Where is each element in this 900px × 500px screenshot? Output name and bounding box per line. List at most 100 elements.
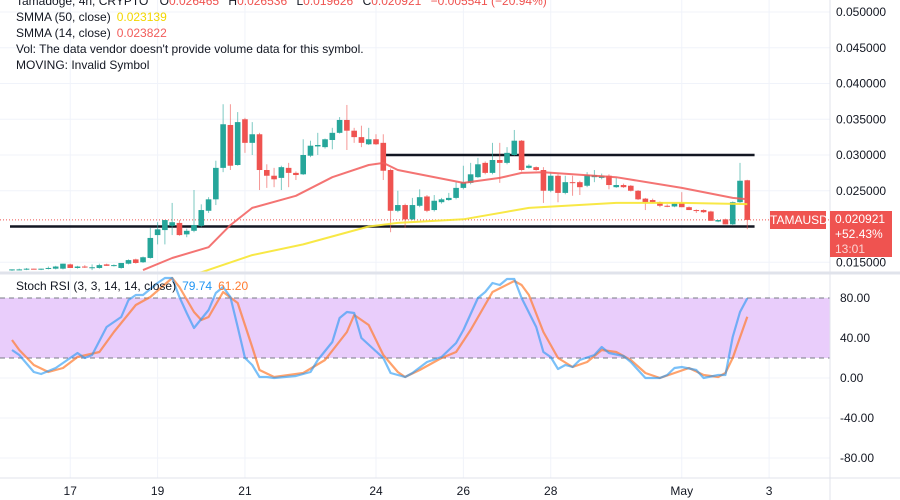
candle-body <box>82 266 88 268</box>
candle-body <box>715 220 721 222</box>
candle-body <box>74 266 81 268</box>
candle <box>191 190 197 233</box>
candle-body <box>264 170 270 176</box>
candle-body <box>220 124 226 168</box>
candle-body <box>9 269 15 271</box>
smma50-label: SMMA (50, close) <box>16 10 111 24</box>
candle-body <box>373 139 379 145</box>
legend-moving[interactable]: MOVING: Invalid Symbol <box>16 57 149 73</box>
candle-body <box>547 175 554 191</box>
candle <box>678 192 685 208</box>
symbol-price-tag: TAMAUSD <box>770 211 828 229</box>
candle <box>351 127 357 143</box>
candle-body <box>628 185 634 191</box>
candle-body <box>496 160 503 163</box>
candle-body <box>38 268 44 270</box>
legend-stoch-rsi[interactable]: Stoch RSI (3, 3, 14, 14, close) 79.74 61.2… <box>16 278 248 294</box>
stoch-d-value: 61.20 <box>218 279 249 293</box>
candle <box>169 202 175 236</box>
candle-body <box>489 160 496 173</box>
stoch-rsi-band <box>0 298 830 358</box>
ohlc-close-label: C <box>362 0 372 8</box>
candle <box>314 132 321 155</box>
candle-body <box>140 257 146 263</box>
candle <box>125 259 132 265</box>
stoch-k-value: 79.74 <box>182 279 213 293</box>
candle <box>511 129 518 156</box>
price-tick-label: 0.050000 <box>836 5 886 19</box>
candle-body <box>205 199 212 211</box>
candle <box>547 172 554 193</box>
candle-body <box>278 167 285 178</box>
candle-body <box>606 175 612 186</box>
rsi-tick-label: 0.00 <box>840 371 864 385</box>
candle <box>89 264 95 271</box>
candle-body <box>183 230 190 235</box>
legend-smma14[interactable]: SMMA (14, close) 0.023822 <box>16 25 167 41</box>
candle <box>693 209 700 213</box>
candle-body <box>111 265 117 267</box>
legend-smma50[interactable]: SMMA (50, close) 0.023139 <box>16 9 167 25</box>
candle <box>103 263 110 266</box>
rsi-tick-label: 80.00 <box>840 291 870 305</box>
candle-body <box>533 167 539 171</box>
price-tick-label: 0.035000 <box>836 112 886 126</box>
candle-body <box>89 267 95 269</box>
candle <box>686 206 692 211</box>
candle-body <box>213 167 219 200</box>
candle-body <box>642 198 649 203</box>
smma50-value: 0.023139 <box>116 10 167 24</box>
candle <box>555 174 561 203</box>
candle <box>67 263 74 268</box>
candle-body <box>475 164 481 178</box>
candle-body <box>198 210 205 226</box>
candle <box>154 222 161 245</box>
candle <box>256 132 263 191</box>
candle-body <box>518 140 525 171</box>
last-price: 0.020921 <box>835 212 886 226</box>
candle <box>322 138 328 149</box>
time-tick-label: 21 <box>238 484 252 498</box>
candle <box>577 180 583 196</box>
ohlc-change: −0.005541 (−20.94%) <box>430 0 547 8</box>
candle-body <box>438 199 445 203</box>
candle-body <box>387 170 394 211</box>
candle-body <box>242 119 248 143</box>
candle-body <box>446 197 452 201</box>
candle-body <box>431 200 438 211</box>
price-change-percent: +52.43% <box>835 227 883 241</box>
horizontal-levels[interactable] <box>0 153 830 359</box>
candle-body <box>482 162 488 173</box>
candle <box>402 203 408 228</box>
candle <box>118 262 124 269</box>
candle <box>438 197 445 204</box>
time-tick-label: 28 <box>544 484 558 498</box>
rsi-tick-label: 40.00 <box>840 331 870 345</box>
candle <box>162 220 168 245</box>
candle-body <box>154 229 161 236</box>
candle <box>635 190 641 201</box>
ohlc-open: 0.026465 <box>168 0 220 8</box>
candle-body <box>649 200 656 203</box>
candle <box>395 190 401 213</box>
legend-symbol-line: Tamadoge, 4h, CRYPTO O0.026465 H0.026536… <box>16 0 547 9</box>
candle-body <box>52 266 59 269</box>
time-tick-label: 24 <box>369 484 383 498</box>
candle-body <box>678 202 685 208</box>
candle <box>9 269 15 271</box>
candle <box>729 201 736 226</box>
candle <box>293 171 299 181</box>
moving-message: MOVING: Invalid Symbol <box>16 58 150 72</box>
candle <box>365 127 372 145</box>
candle-body <box>737 180 743 203</box>
candle <box>111 264 117 267</box>
candle-body <box>358 137 365 143</box>
legend-volume[interactable]: Vol: The data vendor doesn't provide vol… <box>16 41 364 57</box>
candle <box>213 160 219 206</box>
candle <box>467 162 474 185</box>
candle <box>96 263 103 269</box>
candle <box>722 218 729 225</box>
candle <box>628 185 634 192</box>
candle <box>708 210 714 221</box>
